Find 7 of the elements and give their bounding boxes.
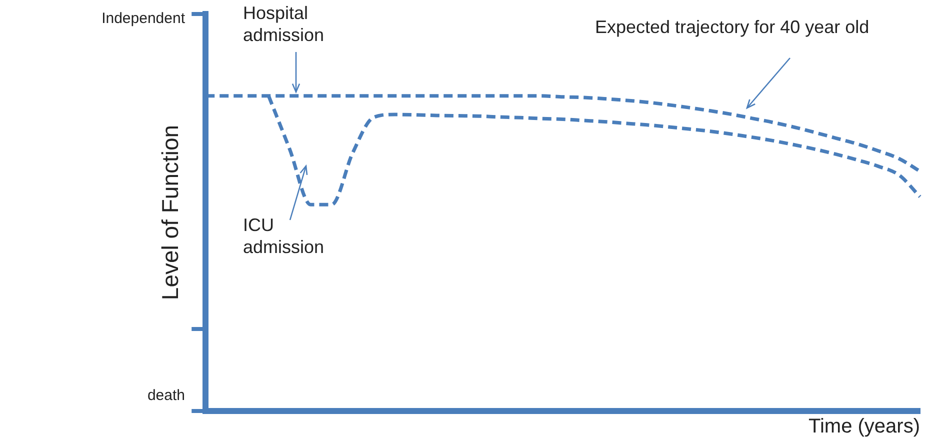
text: Expected trajectory for 40 year old (595, 16, 870, 38)
annotation: ICU admission (243, 214, 324, 258)
text: Independent (100, 9, 185, 29)
y-axis-title: Level of Function (157, 124, 184, 300)
text: Hospital admission (243, 2, 324, 46)
x-axis-title: Time (years) (808, 416, 920, 438)
text: death (146, 386, 185, 406)
